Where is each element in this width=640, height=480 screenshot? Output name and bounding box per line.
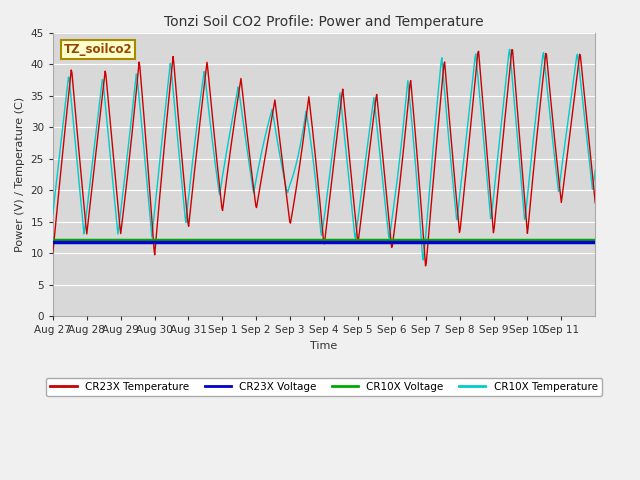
Legend: CR23X Temperature, CR23X Voltage, CR10X Voltage, CR10X Temperature: CR23X Temperature, CR23X Voltage, CR10X … [46, 378, 602, 396]
Y-axis label: Power (V) / Temperature (C): Power (V) / Temperature (C) [15, 97, 25, 252]
Text: TZ_soilco2: TZ_soilco2 [64, 43, 132, 56]
Title: Tonzi Soil CO2 Profile: Power and Temperature: Tonzi Soil CO2 Profile: Power and Temper… [164, 15, 484, 29]
X-axis label: Time: Time [310, 341, 338, 351]
